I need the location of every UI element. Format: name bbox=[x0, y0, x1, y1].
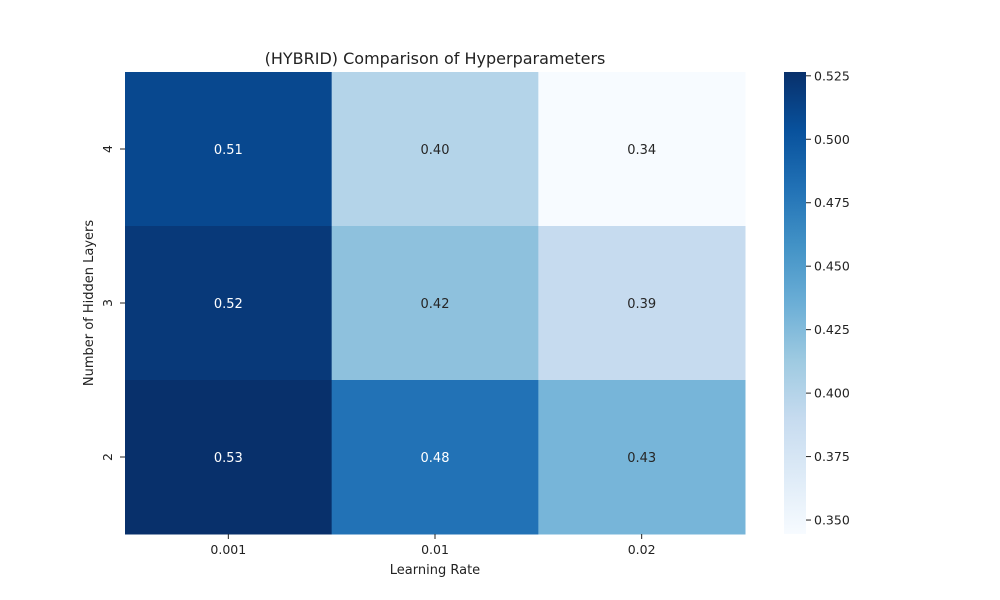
x-tick-label: 0.001 bbox=[210, 542, 246, 557]
heatmap-cell bbox=[538, 380, 746, 535]
colorbar-tick-label: 0.525 bbox=[814, 68, 850, 83]
heatmap-cell bbox=[538, 226, 746, 381]
heatmap-cell bbox=[125, 72, 333, 227]
y-axis-label: Number of Hidden Layers bbox=[82, 220, 97, 387]
cell-value-label: 0.34 bbox=[627, 143, 656, 158]
cell-value-label: 0.43 bbox=[627, 451, 656, 466]
y-tick-label: 4 bbox=[100, 145, 115, 153]
cell-value-label: 0.52 bbox=[214, 297, 243, 312]
y-axis-ticks: 4 3 2 bbox=[100, 145, 125, 461]
cell-value-label: 0.48 bbox=[421, 451, 450, 466]
heatmap-cell bbox=[331, 380, 539, 535]
chart-title: (HYBRID) Comparison of Hyperparameters bbox=[265, 49, 606, 68]
heatmap-cells: 0.51 0.40 0.34 0.52 0.42 0.39 0.53 0.48 0.43 bbox=[125, 72, 746, 535]
x-axis-ticks: 0.001 0.01 0.02 bbox=[210, 534, 656, 557]
cell-value-label: 0.42 bbox=[421, 297, 450, 312]
heatmap-cell bbox=[538, 72, 746, 227]
colorbar-tick-label: 0.350 bbox=[814, 513, 850, 528]
cell-value-label: 0.39 bbox=[627, 297, 656, 312]
x-axis-label: Learning Rate bbox=[390, 563, 480, 578]
cell-value-label: 0.53 bbox=[214, 451, 243, 466]
colorbar bbox=[784, 72, 806, 534]
x-tick-label: 0.01 bbox=[421, 542, 449, 557]
colorbar-tick-label: 0.425 bbox=[814, 322, 850, 337]
x-tick-label: 0.02 bbox=[628, 542, 656, 557]
heatmap-cell bbox=[125, 380, 333, 535]
heatmap-cell bbox=[331, 72, 539, 227]
heatmap-cell bbox=[125, 226, 333, 381]
colorbar-tick-label: 0.400 bbox=[814, 386, 850, 401]
colorbar-tick-label: 0.450 bbox=[814, 259, 850, 274]
colorbar-ticks: 0.350 0.375 0.400 0.425 0.450 0.475 0.500 0.525 bbox=[806, 68, 850, 528]
cell-value-label: 0.40 bbox=[421, 143, 450, 158]
colorbar-tick-label: 0.500 bbox=[814, 132, 850, 147]
colorbar-tick-label: 0.375 bbox=[814, 449, 850, 464]
heatmap-cell bbox=[331, 226, 539, 381]
y-tick-label: 2 bbox=[100, 453, 115, 461]
cell-value-label: 0.51 bbox=[214, 143, 243, 158]
colorbar-tick-label: 0.475 bbox=[814, 195, 850, 210]
y-tick-label: 3 bbox=[100, 299, 115, 307]
